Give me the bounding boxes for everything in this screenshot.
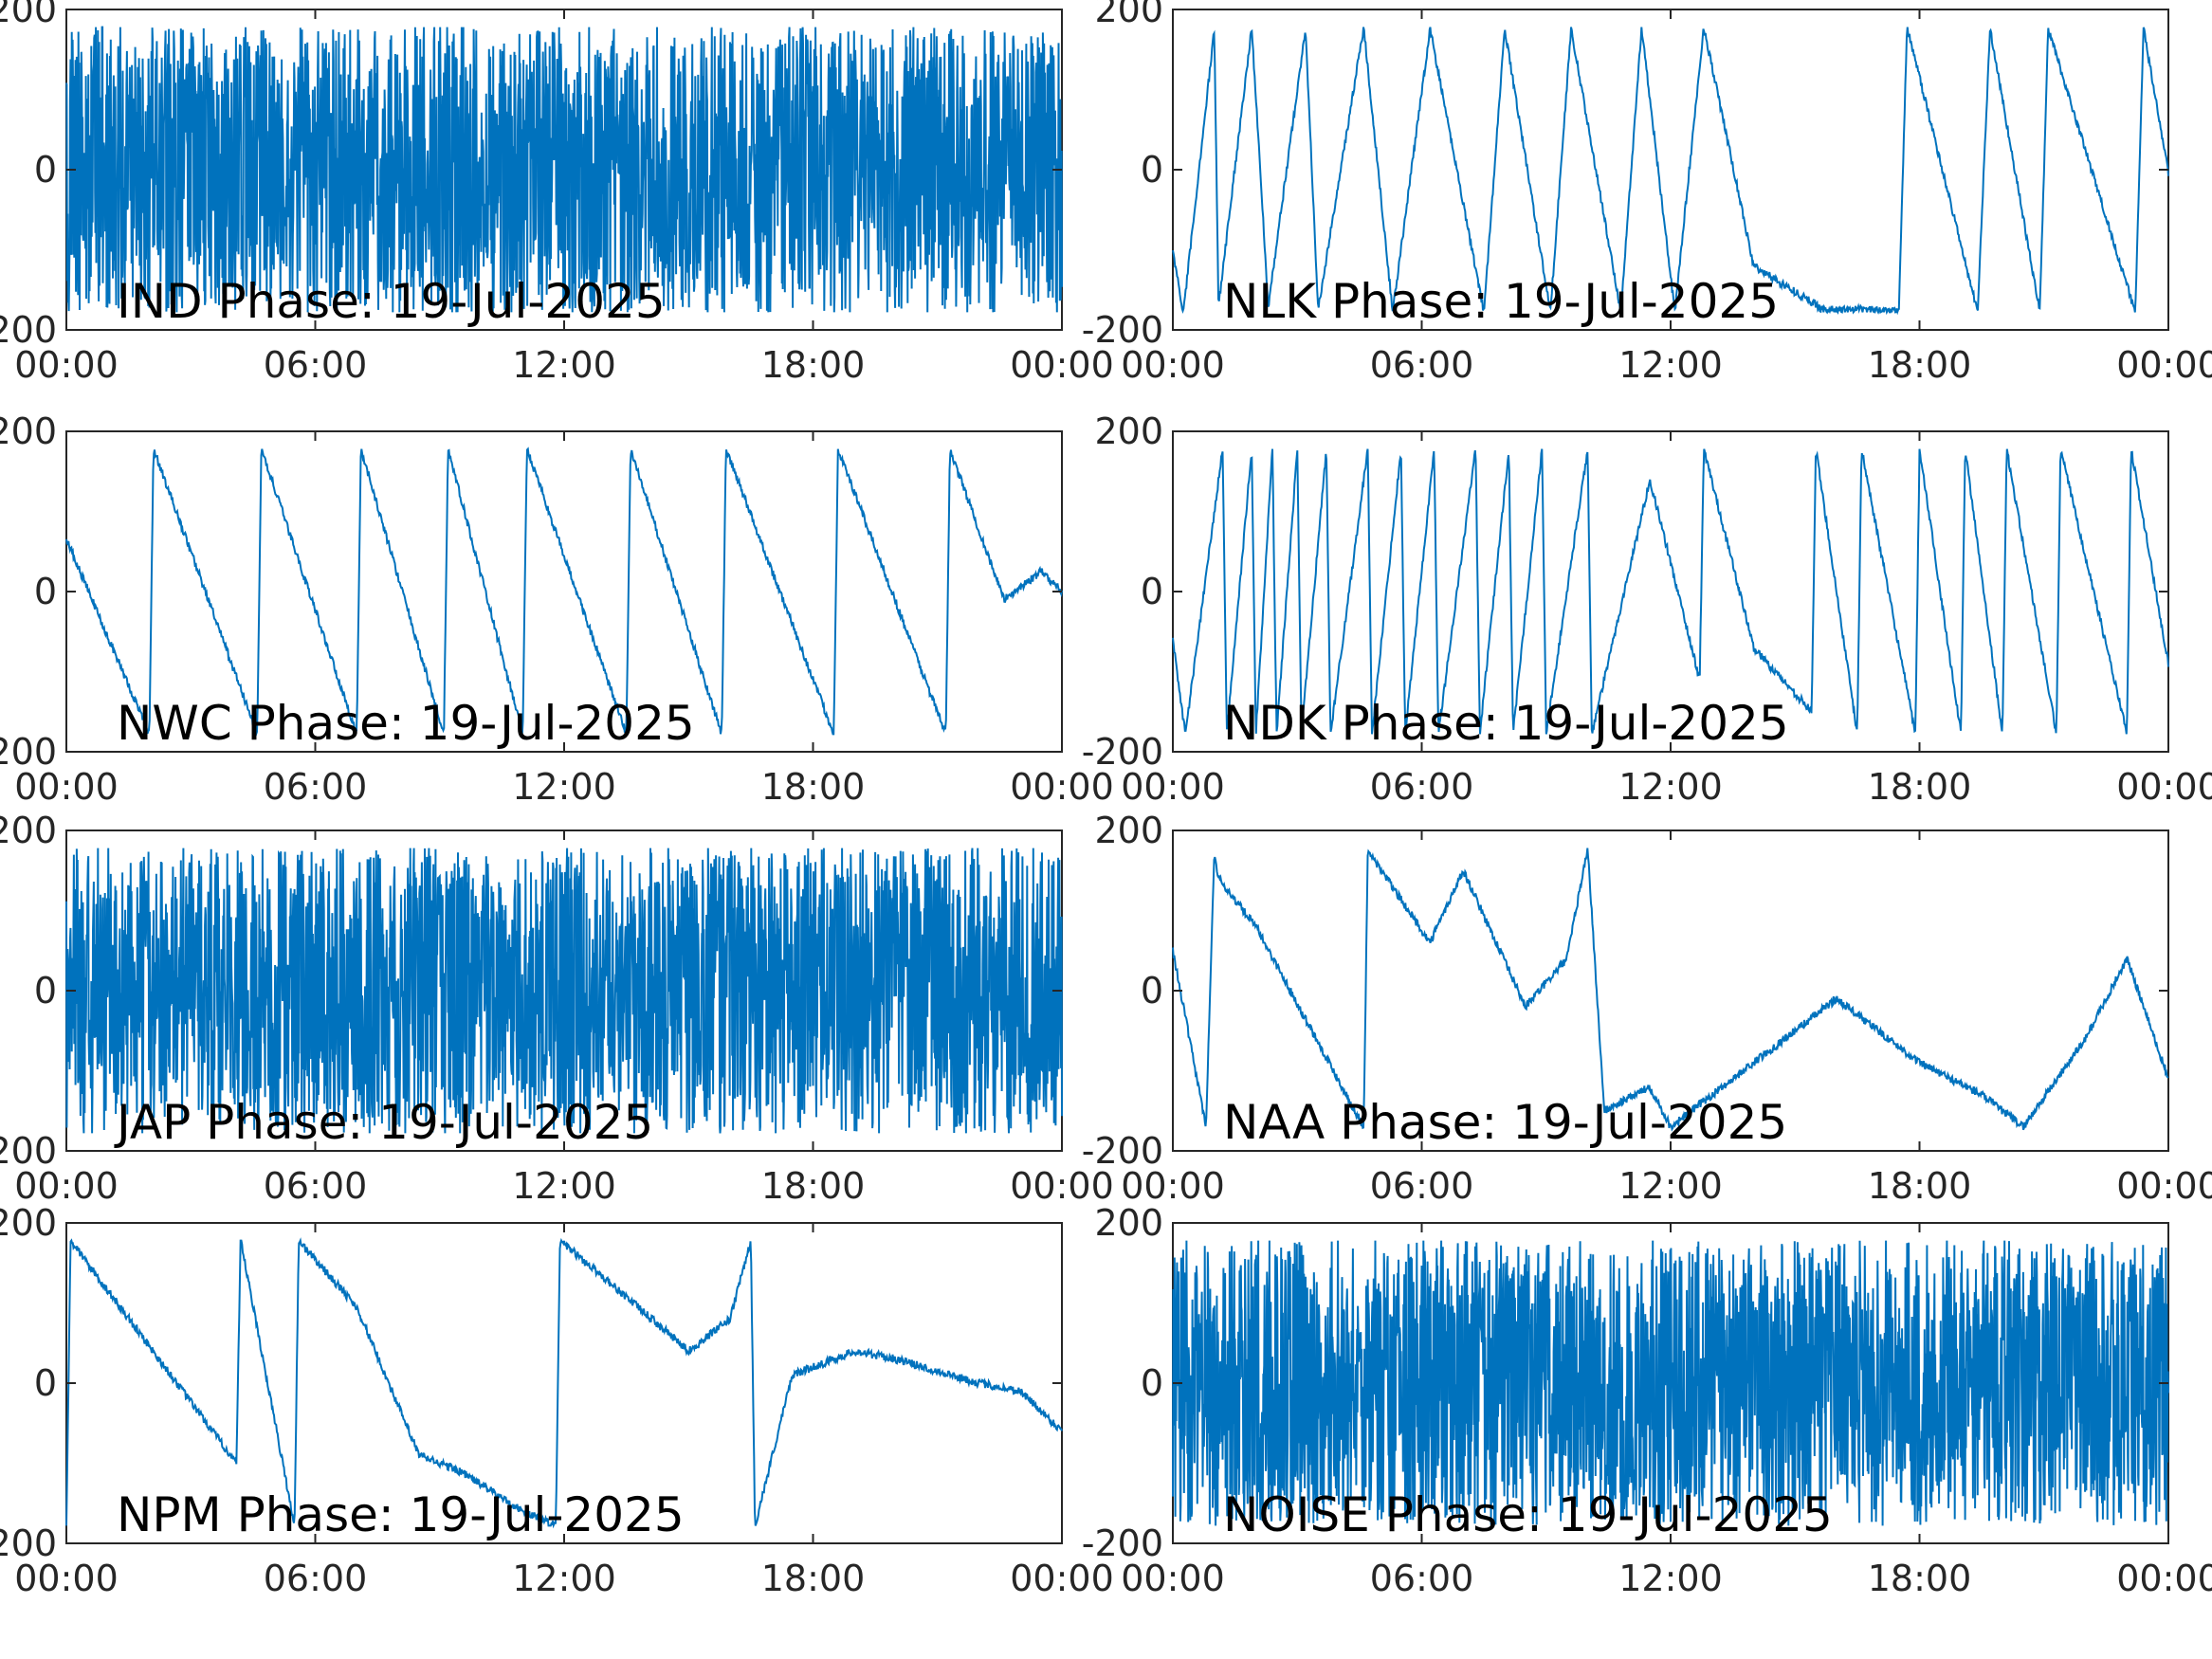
y-tick-label: 0	[34, 970, 57, 1012]
x-tick-label: 06:00	[264, 1558, 368, 1599]
panel-title: NOISE Phase: 19-Jul-2025	[1223, 1487, 1833, 1542]
phase-series-line	[65, 848, 1063, 1134]
y-tick-label: 0	[34, 571, 57, 612]
x-tick-label: 06:00	[1370, 766, 1474, 808]
y-tick-label: -200	[1082, 731, 1163, 773]
x-tick-label: 00:00	[1010, 344, 1114, 386]
x-tick-label: 18:00	[761, 1165, 866, 1207]
x-tick-label: 18:00	[761, 344, 866, 386]
x-tick-label: 00:00	[1010, 766, 1114, 808]
x-tick-label: 12:00	[512, 344, 616, 386]
x-tick-label: 06:00	[1370, 1558, 1474, 1599]
x-tick-label: 12:00	[512, 766, 616, 808]
phase-series-line	[1172, 448, 2169, 735]
y-tick-label: 200	[0, 1202, 57, 1244]
y-tick-label: 0	[34, 1362, 57, 1404]
y-tick-label: 0	[34, 149, 57, 191]
y-tick-label: -200	[1082, 1522, 1163, 1564]
y-tick-label: 0	[1141, 149, 1163, 191]
phase-series-line	[1172, 1240, 2169, 1526]
x-tick-label: 00:00	[1010, 1165, 1114, 1207]
phase-series-line	[1172, 848, 2169, 1132]
x-tick-label: 00:00	[2116, 1558, 2212, 1599]
x-tick-label: 00:00	[14, 1165, 119, 1207]
x-tick-label: 06:00	[264, 766, 368, 808]
axes-box	[1172, 830, 2169, 1152]
panel-title: NPM Phase: 19-Jul-2025	[117, 1487, 685, 1542]
y-tick-label: 0	[1141, 571, 1163, 612]
y-tick-label: -200	[0, 309, 57, 351]
y-tick-label: -200	[0, 1130, 57, 1172]
x-tick-label: 06:00	[1370, 1165, 1474, 1207]
x-tick-label: 12:00	[1618, 1558, 1723, 1599]
y-tick-label: 0	[1141, 970, 1163, 1012]
y-tick-label: -200	[1082, 309, 1163, 351]
x-tick-label: 06:00	[264, 1165, 368, 1207]
y-tick-label: 200	[1094, 410, 1163, 452]
x-tick-label: 18:00	[1868, 1165, 1972, 1207]
panel-title: NAA Phase: 19-Jul-2025	[1223, 1095, 1787, 1150]
x-tick-label: 00:00	[2116, 344, 2212, 386]
phase-series-line	[65, 26, 1063, 313]
y-tick-label: -200	[1082, 1130, 1163, 1172]
x-tick-label: 00:00	[1121, 766, 1225, 808]
x-tick-label: 12:00	[1618, 1165, 1723, 1207]
x-tick-label: 18:00	[761, 1558, 866, 1599]
y-tick-label: -200	[0, 731, 57, 773]
x-tick-label: 18:00	[761, 766, 866, 808]
phase-series-line	[65, 1237, 1063, 1529]
panel-title: NLK Phase: 19-Jul-2025	[1223, 274, 1779, 329]
x-tick-label: 06:00	[264, 344, 368, 386]
x-tick-label: 18:00	[1868, 1558, 1972, 1599]
x-tick-label: 00:00	[1121, 1558, 1225, 1599]
y-tick-label: 200	[1094, 810, 1163, 851]
y-tick-label: 200	[0, 810, 57, 851]
x-tick-label: 00:00	[14, 344, 119, 386]
phase-series-line	[1172, 27, 2169, 316]
axes-box	[65, 1222, 1063, 1544]
x-tick-label: 00:00	[2116, 766, 2212, 808]
x-tick-label: 12:00	[1618, 344, 1723, 386]
y-tick-label: 200	[1094, 1202, 1163, 1244]
x-tick-label: 00:00	[1010, 1558, 1114, 1599]
panel-title: IND Phase: 19-Jul-2025	[117, 274, 666, 329]
x-tick-label: 00:00	[1121, 1165, 1225, 1207]
y-tick-label: 200	[1094, 0, 1163, 30]
y-tick-label: 0	[1141, 1362, 1163, 1404]
panel-title: JAP Phase: 19-Jul-2025	[114, 1095, 653, 1150]
y-tick-label: -200	[0, 1522, 57, 1564]
x-tick-label: 00:00	[14, 1558, 119, 1599]
y-tick-label: 200	[0, 0, 57, 30]
y-tick-label: 200	[0, 410, 57, 452]
panel-title: NWC Phase: 19-Jul-2025	[117, 696, 695, 751]
x-tick-label: 12:00	[1618, 766, 1723, 808]
x-tick-label: 12:00	[512, 1165, 616, 1207]
x-tick-label: 06:00	[1370, 344, 1474, 386]
x-tick-label: 00:00	[2116, 1165, 2212, 1207]
x-tick-label: 18:00	[1868, 766, 1972, 808]
phase-series-line	[65, 447, 1063, 738]
x-tick-label: 12:00	[512, 1558, 616, 1599]
panel-title: NDK Phase: 19-Jul-2025	[1223, 696, 1789, 751]
x-tick-label: 18:00	[1868, 344, 1972, 386]
x-tick-label: 00:00	[14, 766, 119, 808]
axes-box	[65, 430, 1063, 753]
x-tick-label: 00:00	[1121, 344, 1225, 386]
